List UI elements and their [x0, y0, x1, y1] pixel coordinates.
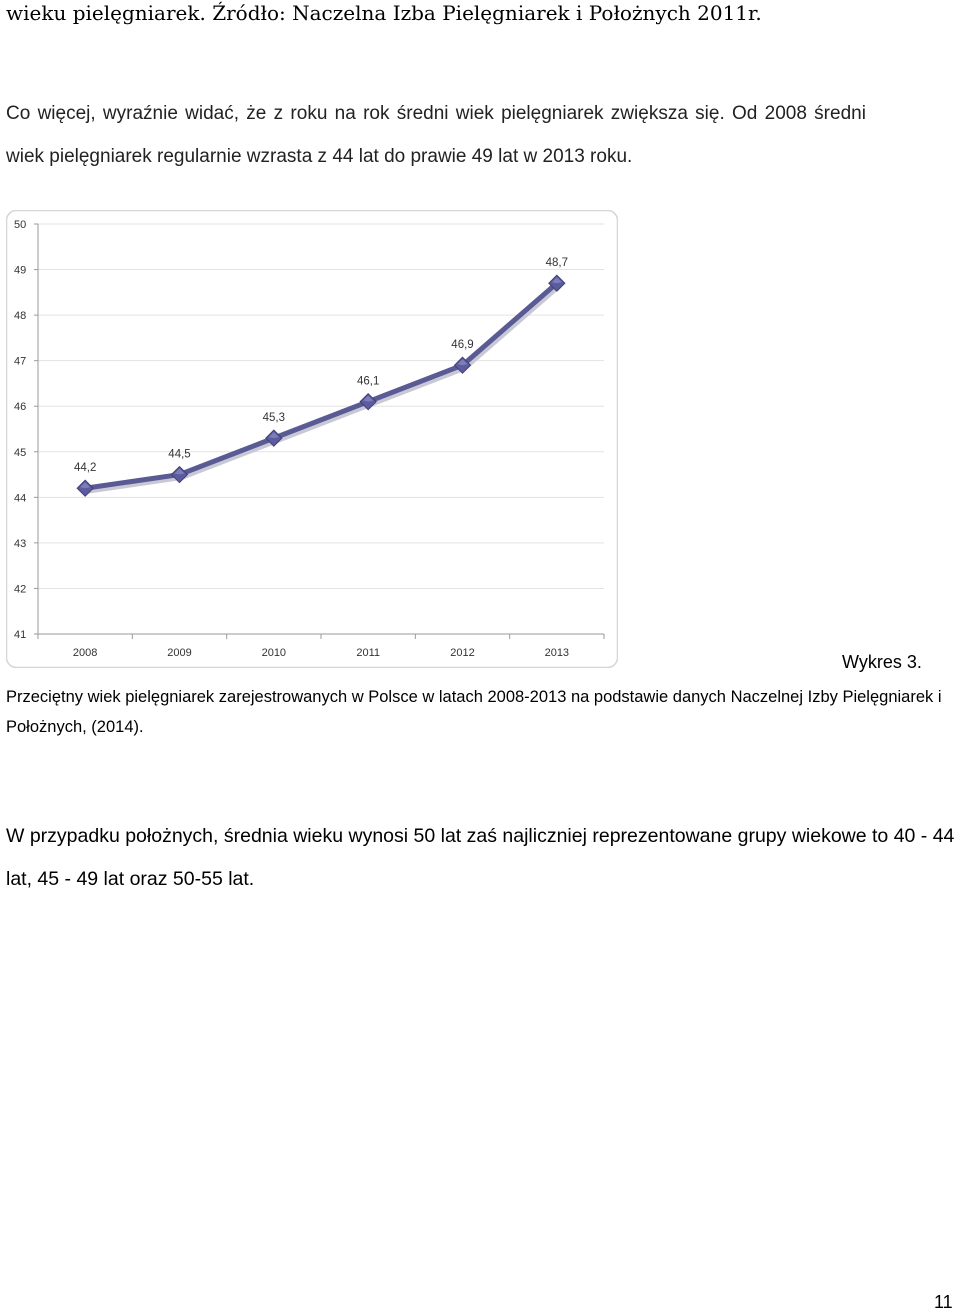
- paragraph-line-1: Co więcej, wyraźnie widać, że z roku na …: [6, 103, 866, 124]
- marker-highlight: [268, 432, 279, 439]
- y-tick-label: 47: [14, 356, 26, 368]
- y-tick-label: 49: [14, 265, 26, 277]
- x-tick-label: 2010: [262, 647, 286, 659]
- chart-svg: 41 42 43 44 45 46 47 48 49 50 2008 2009 2010 2011 2012…: [6, 210, 618, 668]
- x-tick-label: 2012: [450, 647, 474, 659]
- x-tick-label: 2008: [73, 647, 97, 659]
- y-tick-label: 44: [14, 492, 26, 504]
- y-tick-label: 50: [14, 219, 26, 231]
- y-tick-label: 45: [14, 447, 26, 459]
- data-label: 46,1: [357, 376, 379, 388]
- line-chart: 41 42 43 44 45 46 47 48 49 50 2008 2009 2010 2011 2012…: [6, 210, 618, 668]
- paragraph-line-2: wiek pielęgniarek regularnie wzrasta z 4…: [6, 146, 633, 167]
- y-tick-label: 41: [14, 629, 26, 641]
- data-point-marker: [548, 274, 566, 292]
- data-point-marker: [359, 392, 377, 411]
- y-tick-label: 43: [14, 538, 26, 550]
- data-label: 44,2: [74, 462, 96, 474]
- figure-caption-label: Wykres 3.: [842, 652, 922, 672]
- figure-caption-text: Przeciętny wiek pielęgniarek zarejestrow…: [6, 688, 942, 736]
- marker-highlight: [457, 359, 468, 366]
- series-line: [82, 280, 560, 491]
- y-tick-label: 48: [14, 310, 26, 322]
- chart-background: [6, 210, 618, 668]
- marker-highlight: [551, 277, 562, 284]
- paragraph-2: W przypadku położnych, średnia wieku wyn…: [6, 825, 955, 890]
- data-label: 45,3: [263, 412, 285, 424]
- data-label: 46,9: [451, 339, 473, 351]
- marker-highlight: [174, 468, 185, 475]
- data-label: 48,7: [546, 257, 568, 269]
- page-number: 11: [934, 1292, 953, 1312]
- x-tick-label: 2013: [545, 647, 569, 659]
- y-tick-label: 42: [14, 583, 26, 595]
- marker-highlight: [80, 482, 91, 489]
- labels: 41 42 43 44 45 46 47 48 49 50 2008 2009 2010 2011 2012…: [14, 219, 569, 659]
- y-tick-label: 46: [14, 401, 26, 413]
- x-tick-label: 2011: [356, 647, 380, 659]
- series-line: [82, 280, 561, 494]
- series-line-shadow: [86, 284, 561, 494]
- grid-lines: [38, 223, 604, 589]
- marker-highlight: [363, 395, 374, 402]
- axes: [34, 223, 605, 639]
- x-tick-label: 2009: [167, 647, 191, 659]
- data-markers: [76, 274, 566, 497]
- top-text-line: wieku pielęgniarek. Źródło: Naczelna Izb…: [6, 1, 762, 25]
- data-label: 44,5: [168, 449, 190, 461]
